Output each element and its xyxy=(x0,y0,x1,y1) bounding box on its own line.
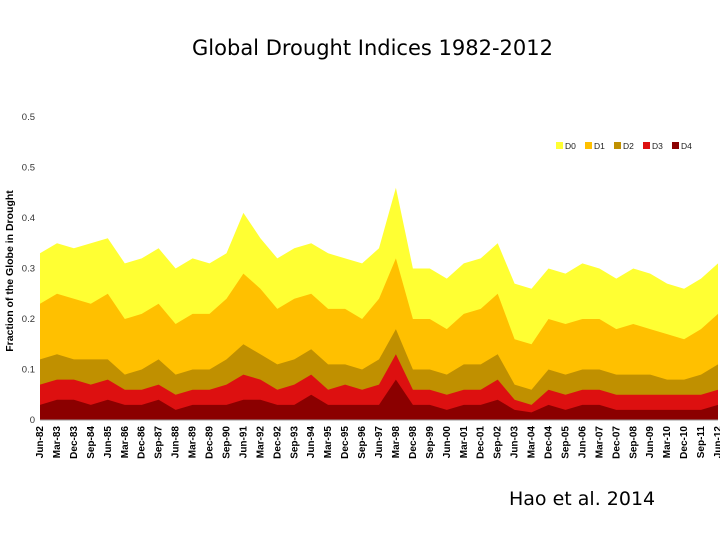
legend-swatch-d1 xyxy=(585,142,592,149)
x-tick-label: Mar-07 xyxy=(594,426,605,459)
area-d3 xyxy=(40,354,718,420)
x-tick-label: Dec-86 xyxy=(137,426,148,459)
y-tick-label: 0.3 xyxy=(22,264,35,275)
x-tick-label: Sep-90 xyxy=(222,426,233,459)
x-tick-label: Sep-08 xyxy=(628,426,639,459)
x-tick-label: Jun-91 xyxy=(238,426,249,459)
legend-label-d1: D1 xyxy=(594,141,605,151)
y-tick-label: 0.1 xyxy=(22,365,35,376)
legend-label-d2: D2 xyxy=(623,141,634,151)
x-tick-label: Sep-84 xyxy=(86,426,97,459)
x-tick-label: Sep-99 xyxy=(425,426,436,459)
citation: Hao et al. 2014 xyxy=(509,488,656,510)
legend-swatch-d3 xyxy=(643,142,650,149)
legend-label-d3: D3 xyxy=(652,141,663,151)
x-tick-label: Dec-10 xyxy=(679,426,690,459)
x-tick-label: Jun-06 xyxy=(577,426,588,459)
x-tick-label: Dec-89 xyxy=(205,426,216,459)
legend: D0 D1 D2 D3 D4 xyxy=(556,141,692,151)
y-tick-label: 0.4 xyxy=(22,213,35,224)
legend-swatch-d0 xyxy=(556,142,563,149)
legend-swatch-d2 xyxy=(614,142,621,149)
y-axis-label: Fraction of the Globe in Drought xyxy=(4,190,16,352)
x-tick-label: Mar-10 xyxy=(662,426,673,459)
x-tick-label: Dec-04 xyxy=(544,426,555,459)
x-tick-label: Jun-09 xyxy=(645,426,656,459)
x-tick-label: Dec-98 xyxy=(408,426,419,459)
x-tick-label: Sep-93 xyxy=(289,426,300,459)
x-tick-label: Mar-89 xyxy=(188,426,199,459)
y-tick-label: 0 xyxy=(30,415,35,426)
x-tick-label: Jun-00 xyxy=(442,426,453,459)
y-tick-label: 0.2 xyxy=(22,314,35,325)
x-tick-label: Dec-83 xyxy=(69,426,80,459)
x-tick-label: Jun-97 xyxy=(374,426,385,459)
y-tick-labels: 0 0.1 0.2 0.3 0.4 0.5 0.5 xyxy=(22,112,35,426)
x-tick-label: Dec-07 xyxy=(611,426,622,459)
drought-area-chart: Fraction of the Globe in Drought 0 0.1 0.2… xyxy=(4,112,720,459)
x-tick-label: Mar-98 xyxy=(391,426,402,459)
x-tick-label: Jun-12 xyxy=(713,426,720,459)
x-tick-label: Jun-03 xyxy=(510,426,521,459)
y-tick-label: 0.5 xyxy=(22,112,35,123)
x-tick-label: Sep-02 xyxy=(493,426,504,459)
x-tick-label: Dec-01 xyxy=(476,426,487,459)
x-tick-label: Mar-92 xyxy=(255,426,266,459)
x-tick-labels: Jun-82 Mar-83 Dec-83 Sep-84 Jun-85 Mar-86 Dec-… xyxy=(35,426,720,459)
x-tick-label: Sep-05 xyxy=(561,426,572,459)
x-tick-label: Mar-86 xyxy=(120,426,131,459)
x-tick-label: Jun-88 xyxy=(171,426,182,459)
area-series xyxy=(40,187,718,420)
page-title: Global Drought Indices 1982-2012 xyxy=(192,36,553,60)
legend-label-d0: D0 xyxy=(565,141,576,151)
x-tick-label: Mar-01 xyxy=(459,426,470,459)
x-tick-label: Sep-11 xyxy=(696,426,707,459)
legend-label-d4: D4 xyxy=(681,141,692,151)
x-tick-label: Mar-83 xyxy=(52,426,63,459)
x-tick-label: Mar-95 xyxy=(323,426,334,459)
x-tick-label: Dec-92 xyxy=(272,426,283,459)
x-tick-label: Mar-04 xyxy=(527,426,538,459)
area-d4 xyxy=(40,379,718,420)
x-tick-label: Sep-96 xyxy=(357,426,368,459)
legend-swatch-d4 xyxy=(672,142,679,149)
y-tick-label: 0.5 xyxy=(22,163,35,174)
x-tick-label: Jun-82 xyxy=(35,426,46,459)
x-tick-label: Jun-85 xyxy=(103,426,114,459)
x-tick-label: Jun-94 xyxy=(306,426,317,459)
x-tick-label: Sep-87 xyxy=(154,426,165,459)
x-tick-label: Dec-95 xyxy=(340,426,351,459)
